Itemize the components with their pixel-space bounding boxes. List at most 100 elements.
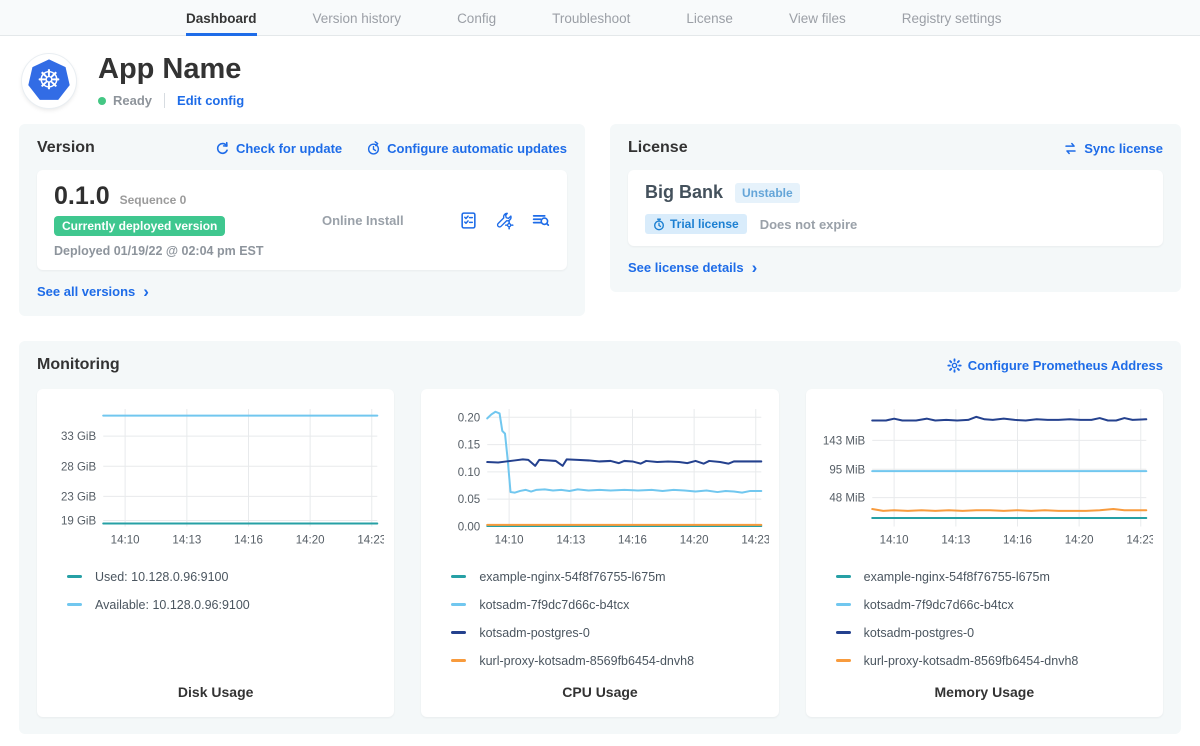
- version-number: 0.1.0: [54, 182, 110, 211]
- svg-text:0.05: 0.05: [458, 494, 480, 506]
- legend-item: kotsadm-postgres-0: [836, 626, 1153, 640]
- cards-row: Version Check for update Configure autom…: [0, 124, 1200, 316]
- see-license-details-link[interactable]: See license details ›: [628, 260, 757, 275]
- sync-icon: [1063, 141, 1078, 156]
- deployed-badge: Currently deployed version: [54, 216, 225, 236]
- page-title: App Name: [98, 53, 244, 86]
- edit-config-link[interactable]: Edit config: [177, 93, 244, 108]
- legend-swatch: [451, 659, 466, 662]
- svg-text:14:23: 14:23: [742, 535, 769, 547]
- svg-text:14:20: 14:20: [680, 535, 709, 547]
- legend-swatch: [67, 603, 82, 606]
- tab-registry-settings[interactable]: Registry settings: [902, 0, 1002, 36]
- configure-prometheus-link[interactable]: Configure Prometheus Address: [947, 358, 1163, 373]
- svg-text:14:23: 14:23: [357, 535, 384, 547]
- svg-text:95 MiB: 95 MiB: [829, 464, 865, 476]
- tab-license[interactable]: License: [686, 0, 733, 36]
- svg-text:14:20: 14:20: [1064, 535, 1093, 547]
- legend-item: kotsadm-7f9dc7d66c-b4tcx: [451, 598, 768, 612]
- svg-text:143 MiB: 143 MiB: [823, 435, 866, 447]
- svg-text:14:10: 14:10: [495, 535, 524, 547]
- legend-item: Available: 10.128.0.96:9100: [67, 598, 384, 612]
- svg-text:28 GiB: 28 GiB: [61, 461, 97, 473]
- legend-label: Available: 10.128.0.96:9100: [95, 598, 250, 612]
- charts-row: 14:1014:1314:1614:2014:2333 GiB28 GiB23 …: [37, 389, 1163, 717]
- svg-text:48 MiB: 48 MiB: [829, 493, 865, 505]
- disk-usage-plot: 14:1014:1314:1614:2014:2333 GiB28 GiB23 …: [47, 399, 384, 558]
- svg-text:19 GiB: 19 GiB: [61, 515, 97, 527]
- deployed-timestamp: Deployed 01/19/22 @ 02:04 pm EST: [54, 244, 280, 258]
- view-logs-button[interactable]: [531, 211, 550, 230]
- cpu-usage-chart-card: 14:1014:1314:1614:2014:230.200.150.100.0…: [421, 389, 778, 717]
- tab-version-history[interactable]: Version history: [313, 0, 402, 36]
- legend-label: example-nginx-54f8f76755-l675m: [479, 570, 665, 584]
- legend-label: kurl-proxy-kotsadm-8569fb6454-dnvh8: [864, 654, 1079, 668]
- legend-label: Used: 10.128.0.96:9100: [95, 570, 228, 584]
- legend-label: kotsadm-postgres-0: [864, 626, 974, 640]
- svg-text:14:16: 14:16: [234, 535, 263, 547]
- view-logs-icon: [531, 211, 550, 230]
- legend-swatch: [836, 603, 851, 606]
- svg-text:14:16: 14:16: [1003, 535, 1032, 547]
- schedule-update-icon: [366, 141, 381, 156]
- tab-config[interactable]: Config: [457, 0, 496, 36]
- legend-swatch: [67, 575, 82, 578]
- legend-label: kurl-proxy-kotsadm-8569fb6454-dnvh8: [479, 654, 694, 668]
- svg-text:0.10: 0.10: [458, 467, 480, 479]
- legend-item: kotsadm-postgres-0: [451, 626, 768, 640]
- license-type-badge: Trial license: [645, 214, 747, 234]
- legend-swatch: [451, 575, 466, 578]
- stopwatch-icon: [653, 218, 665, 231]
- see-all-versions-link[interactable]: See all versions ›: [37, 284, 149, 299]
- legend-item: example-nginx-54f8f76755-l675m: [451, 570, 768, 584]
- disk-usage-chart-card: 14:1014:1314:1614:2014:2333 GiB28 GiB23 …: [37, 389, 394, 717]
- nav-tabs: Dashboard Version history Config Troublesho…: [186, 0, 1002, 35]
- legend-swatch: [836, 575, 851, 578]
- preflight-checks-icon: [459, 211, 478, 230]
- svg-text:14:10: 14:10: [111, 535, 140, 547]
- channel-badge: Unstable: [735, 183, 800, 203]
- app-logo: ☸: [22, 54, 76, 108]
- license-name: Big Bank: [645, 182, 723, 203]
- legend-item: kurl-proxy-kotsadm-8569fb6454-dnvh8: [836, 654, 1153, 668]
- kubernetes-wheel-icon: ☸: [37, 67, 61, 94]
- version-card-title: Version: [37, 139, 95, 157]
- svg-text:14:13: 14:13: [557, 535, 586, 547]
- version-card: Version Check for update Configure autom…: [19, 124, 585, 316]
- legend-item: example-nginx-54f8f76755-l675m: [836, 570, 1153, 584]
- memory-usage-plot: 14:1014:1314:1614:2014:23143 MiB95 MiB48…: [816, 399, 1153, 558]
- legend-swatch: [451, 603, 466, 606]
- gear-icon: [947, 358, 962, 373]
- kubernetes-heptagon: ☸: [26, 58, 72, 104]
- legend-label: kotsadm-7f9dc7d66c-b4tcx: [864, 598, 1014, 612]
- monitoring-title: Monitoring: [37, 356, 120, 374]
- status-dot: [98, 97, 106, 105]
- check-for-update-link[interactable]: Check for update: [215, 141, 342, 156]
- config-wrench-icon: [495, 211, 514, 230]
- app-status: Ready: [113, 93, 152, 108]
- license-card-title: License: [628, 139, 688, 157]
- svg-text:14:20: 14:20: [296, 535, 325, 547]
- svg-text:23 GiB: 23 GiB: [61, 491, 97, 503]
- memory-usage-chart-card: 14:1014:1314:1614:2014:23143 MiB95 MiB48…: [806, 389, 1163, 717]
- svg-text:14:10: 14:10: [879, 535, 908, 547]
- configure-automatic-updates-link[interactable]: Configure automatic updates: [366, 141, 567, 156]
- legend-label: kotsadm-postgres-0: [479, 626, 589, 640]
- install-type-label: Online Install: [322, 213, 404, 228]
- memory-usage-legend: example-nginx-54f8f76755-l675m kotsadm-7f…: [836, 570, 1153, 668]
- svg-text:0.15: 0.15: [458, 440, 480, 452]
- tab-troubleshoot[interactable]: Troubleshoot: [552, 0, 630, 36]
- legend-item: kotsadm-7f9dc7d66c-b4tcx: [836, 598, 1153, 612]
- license-expiration: Does not expire: [760, 217, 858, 232]
- refresh-icon: [215, 141, 230, 156]
- tab-dashboard[interactable]: Dashboard: [186, 0, 257, 36]
- svg-text:14:13: 14:13: [172, 535, 201, 547]
- tab-view-files[interactable]: View files: [789, 0, 846, 36]
- app-header: ☸ App Name Ready Edit config: [0, 36, 1200, 121]
- preflight-checks-button[interactable]: [459, 211, 478, 230]
- chart-title: Disk Usage: [47, 668, 384, 700]
- edit-config-button[interactable]: [495, 211, 514, 230]
- license-card: License Sync license Big Bank Unstable T…: [610, 124, 1181, 292]
- legend-label: example-nginx-54f8f76755-l675m: [864, 570, 1050, 584]
- sync-license-link[interactable]: Sync license: [1063, 141, 1163, 156]
